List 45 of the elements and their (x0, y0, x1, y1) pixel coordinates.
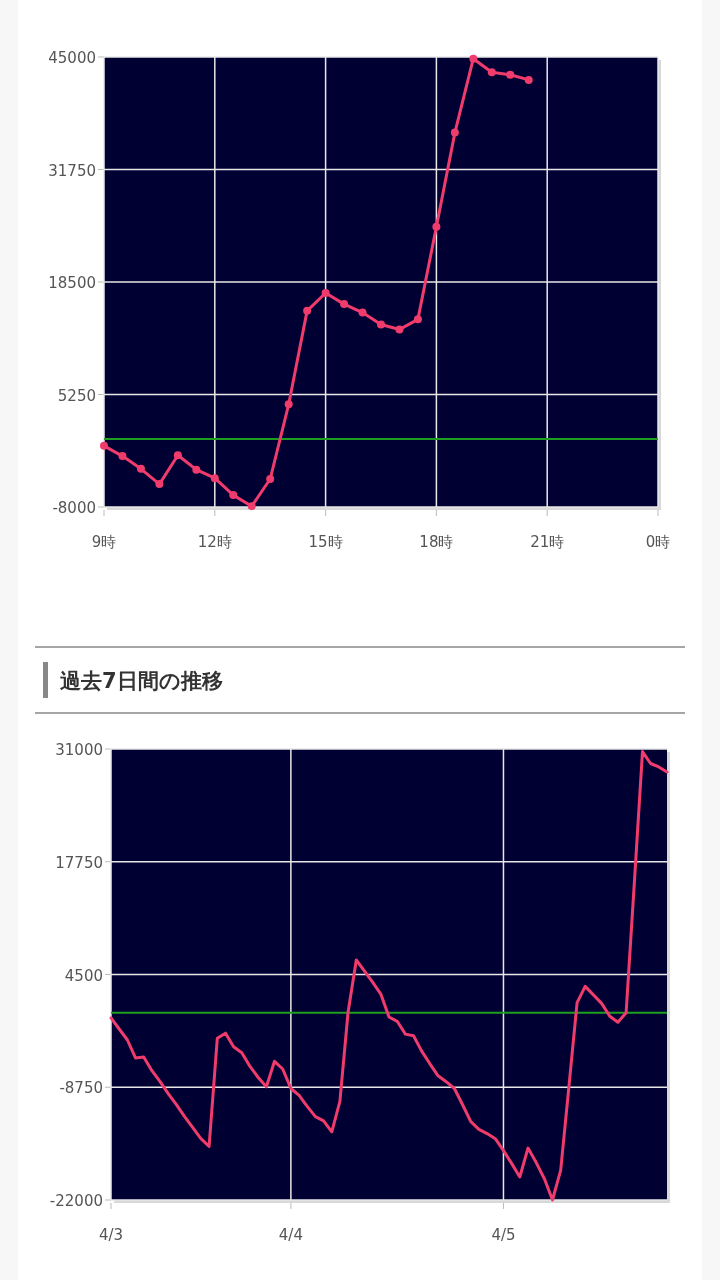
point (284, 400, 293, 409)
y-tick-label: -8000 (52, 499, 96, 517)
point (155, 480, 164, 489)
point (303, 306, 312, 315)
x-tick-label: 21時 (530, 533, 565, 551)
y-tick-label: 5250 (57, 386, 96, 405)
point (395, 325, 404, 334)
point (413, 315, 422, 324)
x-tick-label: 4/4 (278, 1226, 303, 1244)
point (192, 465, 201, 474)
point (136, 464, 145, 473)
point (118, 452, 127, 461)
point (210, 474, 219, 483)
point (469, 54, 478, 63)
x-tick-label: 4/5 (491, 1226, 516, 1244)
y-tick-label: 31000 (55, 741, 103, 759)
y-tick-label: -8750 (59, 1079, 103, 1098)
x-tick-label: 0時 (645, 533, 671, 551)
point (173, 451, 182, 460)
x-tick-label: 12時 (197, 533, 232, 551)
point (340, 300, 349, 309)
point (377, 320, 385, 329)
chart-title: 過去7日間の推移 (60, 669, 223, 693)
y-tick-label: 31750 (48, 161, 96, 180)
point (321, 289, 330, 298)
point (432, 222, 441, 231)
x-tick-label: 9時 (91, 533, 117, 551)
point (247, 502, 256, 511)
line-series (109, 750, 669, 1202)
x-tick-label: 4/3 (98, 1226, 124, 1244)
y-tick-label: 45000 (48, 49, 96, 67)
point (266, 474, 275, 483)
y-tick-label: 17750 (55, 853, 103, 872)
y-tick-label: -22000 (49, 1192, 103, 1210)
point (524, 75, 533, 84)
y-tick-label: 4500 (64, 966, 103, 985)
point (100, 441, 108, 450)
point (229, 491, 238, 500)
point (358, 308, 367, 317)
y-tick-label: 18500 (48, 274, 96, 292)
point (487, 68, 496, 77)
point (506, 70, 515, 79)
x-tick-label: 15時 (308, 533, 343, 551)
x-tick-label: 18時 (419, 533, 454, 551)
point (450, 128, 459, 137)
